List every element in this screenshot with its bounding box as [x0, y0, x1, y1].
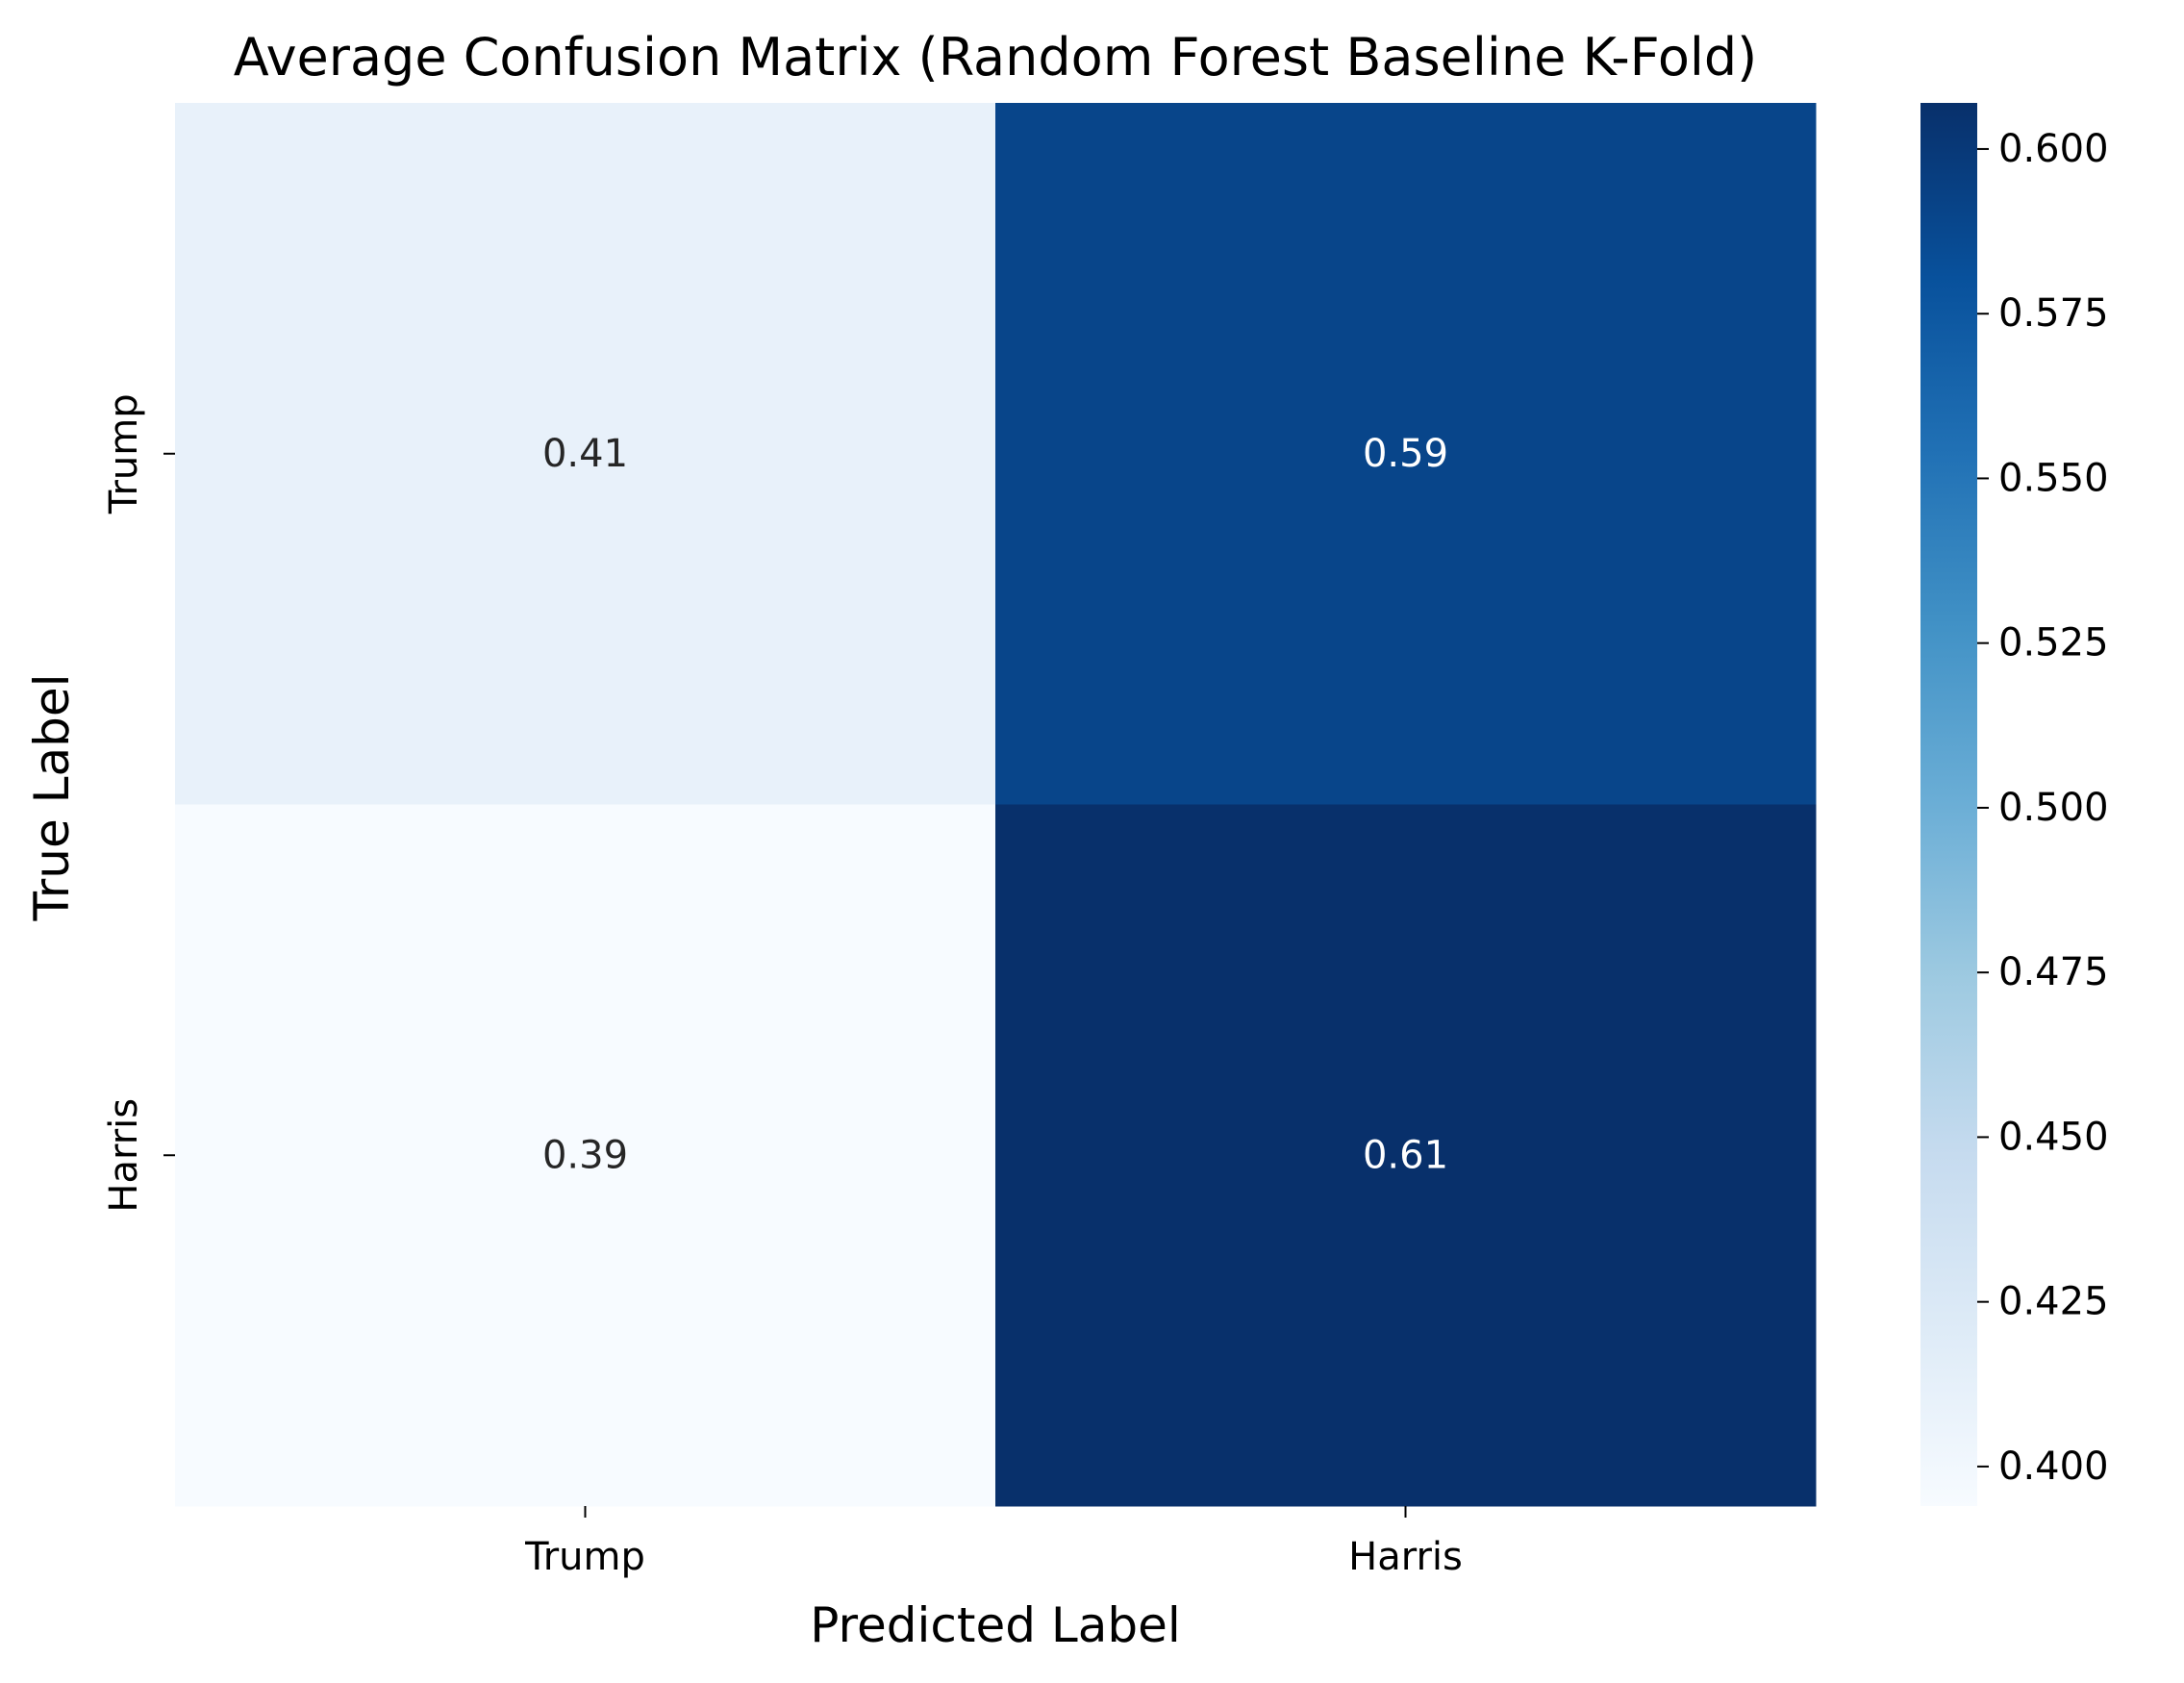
cell-annotation: 0.61: [1363, 1133, 1448, 1177]
heatmap-cell: [175, 103, 996, 805]
colorbar-tick-label: 0.550: [1998, 456, 2109, 500]
cell-annotations: 0.41 0.59 0.39 0.61: [542, 432, 1448, 1178]
heatmap-cell: [995, 804, 1817, 1507]
colorbar-tick-label: 0.475: [1998, 950, 2109, 994]
colorbar: [1920, 103, 1977, 1506]
colorbar-tick-label: 0.400: [1998, 1444, 2109, 1489]
y-axis-label: True Label: [24, 674, 80, 922]
colorbar-tick-label: 0.425: [1998, 1280, 2109, 1324]
colorbar-tick-label: 0.525: [1998, 621, 2109, 666]
y-axis: Trump Harris: [102, 393, 175, 1213]
x-tick-label: Trump: [524, 1535, 645, 1579]
colorbar-ticks: 0.400 0.425 0.450 0.475 0.500 0.525 0.550 0.575…: [1977, 127, 2109, 1489]
cell-annotation: 0.59: [1363, 432, 1448, 476]
colorbar-tick-label: 0.600: [1998, 127, 2109, 171]
cell-annotation: 0.41: [542, 432, 628, 476]
cell-annotation: 0.39: [542, 1133, 628, 1177]
heatmap-cell: [175, 804, 996, 1507]
x-axis-label: Predicted Label: [810, 1597, 1181, 1653]
y-tick-label: Harris: [102, 1098, 146, 1213]
heatmap-cell: [995, 103, 1817, 805]
colorbar-tick-label: 0.500: [1998, 786, 2109, 830]
y-tick-label: Trump: [102, 393, 146, 515]
colorbar-tick-label: 0.450: [1998, 1115, 2109, 1159]
x-tick-label: Harris: [1348, 1535, 1463, 1579]
heatmap-cells: [175, 103, 1817, 1507]
x-axis: Trump Harris: [524, 1506, 1463, 1579]
colorbar-tick-label: 0.575: [1998, 291, 2109, 336]
chart-title: Average Confusion Matrix (Random Forest …: [234, 27, 1757, 88]
